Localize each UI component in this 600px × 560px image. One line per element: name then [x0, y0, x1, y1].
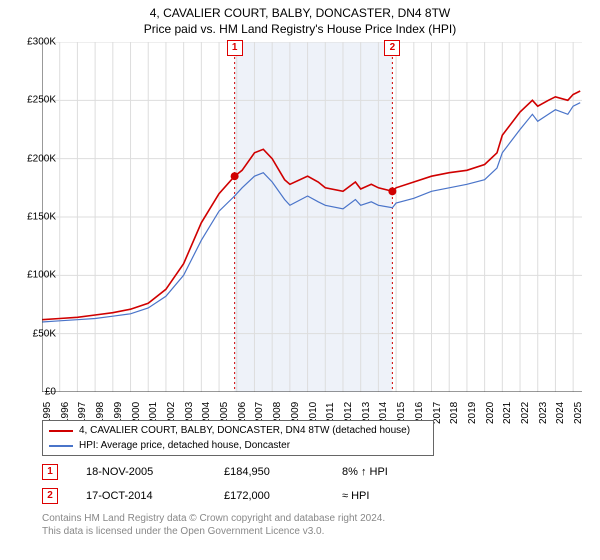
transaction-delta: 8% ↑ HPI: [342, 466, 388, 478]
legend-label: HPI: Average price, detached house, Donc…: [79, 438, 290, 453]
transaction-badge: 1: [42, 464, 58, 480]
transactions-table: 1 18-NOV-2005 £184,950 8% ↑ HPI 2 17-OCT-2014…: [42, 460, 582, 508]
attribution-line2: This data is licensed under the Open Gov…: [42, 525, 582, 538]
chart-svg: [42, 42, 582, 392]
legend: 4, CAVALIER COURT, BALBY, DONCASTER, DN4…: [42, 420, 434, 456]
transaction-delta: ≈ HPI: [342, 490, 369, 502]
transaction-price: £184,950: [224, 466, 314, 478]
legend-item: HPI: Average price, detached house, Donc…: [49, 438, 427, 453]
x-tick-label: 2024: [555, 402, 566, 424]
transaction-row: 1 18-NOV-2005 £184,950 8% ↑ HPI: [42, 460, 582, 484]
chart-marker-badge: 1: [227, 40, 243, 56]
x-tick-label: 2023: [538, 402, 549, 424]
attribution-line1: Contains HM Land Registry data © Crown c…: [42, 512, 582, 525]
transaction-price: £172,000: [224, 490, 314, 502]
chart-title: 4, CAVALIER COURT, BALBY, DONCASTER, DN4…: [0, 0, 600, 22]
transaction-badge: 2: [42, 488, 58, 504]
x-tick-label: 2018: [449, 402, 460, 424]
y-tick-label: £0: [6, 387, 56, 398]
x-tick-label: 2025: [573, 402, 584, 424]
x-tick-label: 2021: [502, 402, 513, 424]
x-tick-label: 2019: [467, 402, 478, 424]
transaction-date: 18-NOV-2005: [86, 466, 196, 478]
legend-item: 4, CAVALIER COURT, BALBY, DONCASTER, DN4…: [49, 423, 427, 438]
y-tick-label: £250K: [6, 95, 56, 106]
legend-label: 4, CAVALIER COURT, BALBY, DONCASTER, DN4…: [79, 423, 410, 438]
chart-marker-badge: 2: [384, 40, 400, 56]
attribution: Contains HM Land Registry data © Crown c…: [42, 512, 582, 538]
transaction-date: 17-OCT-2014: [86, 490, 196, 502]
x-tick-label: 2020: [485, 402, 496, 424]
chart-subtitle: Price paid vs. HM Land Registry's House …: [0, 22, 600, 40]
legend-swatch: [49, 430, 73, 432]
y-tick-label: £100K: [6, 270, 56, 281]
y-tick-label: £50K: [6, 328, 56, 339]
y-tick-label: £200K: [6, 153, 56, 164]
y-tick-label: £150K: [6, 212, 56, 223]
chart-area: [42, 42, 582, 412]
x-tick-label: 2022: [520, 402, 531, 424]
legend-swatch: [49, 445, 73, 447]
y-tick-label: £300K: [6, 37, 56, 48]
transaction-row: 2 17-OCT-2014 £172,000 ≈ HPI: [42, 484, 582, 508]
